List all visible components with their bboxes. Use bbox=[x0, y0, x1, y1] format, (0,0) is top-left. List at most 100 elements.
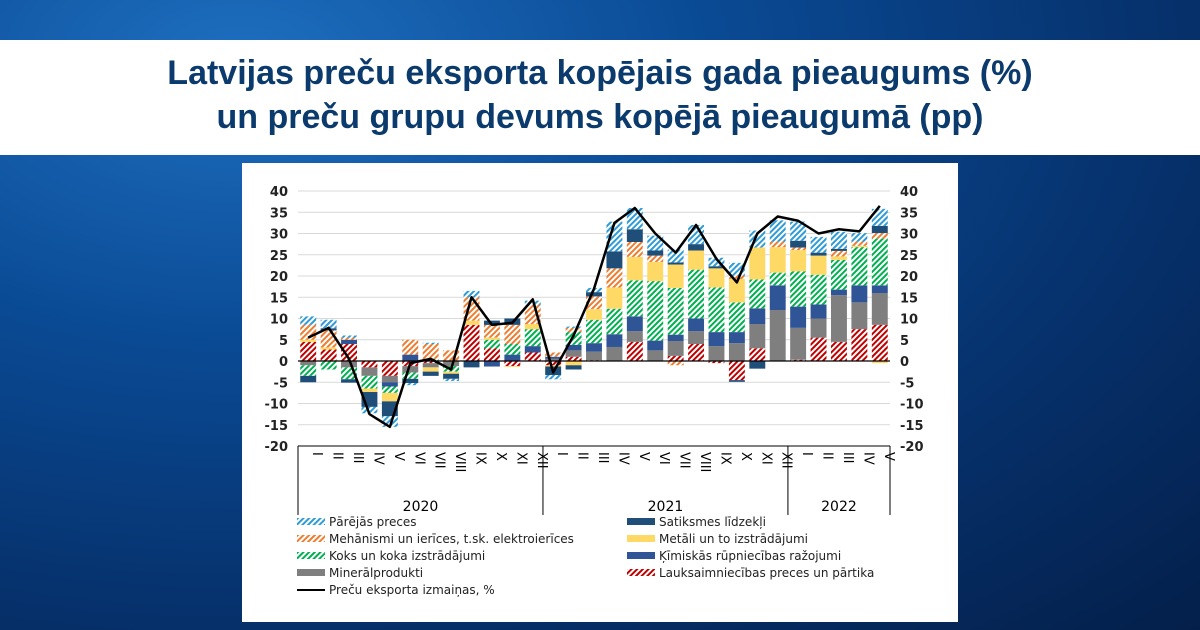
bar-segment bbox=[565, 327, 582, 333]
bar-segment bbox=[810, 252, 827, 256]
y-tick-left: 40 bbox=[270, 185, 288, 200]
bar-segment bbox=[871, 208, 888, 226]
bar-segment bbox=[708, 346, 725, 361]
y-tick-right: -5 bbox=[900, 376, 914, 391]
bar-segment bbox=[790, 327, 807, 360]
legend-swatch bbox=[297, 535, 325, 542]
chart-panel: 40 40 35 35 30 30 25 25 20 20 15 15 10 10 5 5 0 0 -5 -5 -10-… bbox=[242, 163, 958, 622]
x-tick-label: V bbox=[881, 452, 896, 461]
bar-segment bbox=[708, 361, 725, 364]
legend-label: Ķīmiskās rūpniecības ražojumi bbox=[659, 549, 841, 563]
bar-segment bbox=[300, 316, 317, 325]
bar-segment bbox=[647, 255, 664, 262]
bar-segment bbox=[626, 229, 643, 242]
bar-segment bbox=[647, 250, 664, 256]
y-tick-right: 0 bbox=[900, 355, 909, 370]
bar-segment bbox=[810, 337, 827, 361]
bar-segment bbox=[810, 304, 827, 319]
y-tick-left: 35 bbox=[270, 206, 288, 221]
bar-segment bbox=[749, 324, 766, 349]
legend-swatch bbox=[627, 569, 655, 576]
y-tick-left: 5 bbox=[279, 334, 288, 349]
x-tick-label: XI bbox=[513, 452, 528, 465]
bar-segment bbox=[871, 285, 888, 293]
bar-segment bbox=[626, 256, 643, 281]
y-tick-right: 5 bbox=[900, 334, 909, 349]
bar-segment bbox=[831, 248, 847, 251]
bar-segment bbox=[790, 221, 807, 241]
x-tick-label: V bbox=[636, 452, 651, 461]
x-tick-label: I bbox=[799, 452, 814, 456]
bar-segment bbox=[728, 302, 745, 333]
bar-segment bbox=[749, 361, 766, 369]
bar-segment bbox=[851, 329, 868, 361]
y-tick-left: 20 bbox=[270, 270, 288, 285]
bar-segment bbox=[831, 259, 847, 290]
bar-segment bbox=[483, 320, 500, 325]
bar-segment bbox=[586, 351, 602, 361]
x-tick-label: XII bbox=[534, 452, 549, 469]
bar-segment bbox=[504, 324, 521, 344]
bar-segment bbox=[300, 365, 317, 376]
bar-segment bbox=[667, 334, 684, 342]
bar-segment bbox=[504, 344, 521, 355]
x-tick-label: IV bbox=[615, 452, 630, 465]
bar-segment bbox=[871, 233, 888, 239]
x-tick-label: II bbox=[575, 452, 590, 460]
bar-segment bbox=[851, 302, 868, 330]
bar-segment bbox=[586, 343, 602, 352]
y-tick-right: 25 bbox=[900, 249, 918, 264]
x-tick-label: IX bbox=[717, 452, 732, 465]
bar-segment bbox=[769, 247, 786, 273]
bar-segment bbox=[565, 361, 582, 366]
x-tick-label: XI bbox=[758, 452, 773, 465]
y-tick-left: 25 bbox=[270, 249, 288, 264]
bar-segment bbox=[320, 347, 337, 350]
bar-segment bbox=[524, 346, 541, 353]
bar-segment bbox=[667, 355, 684, 361]
bar-segment bbox=[688, 331, 705, 344]
x-tick-label: VI bbox=[411, 452, 426, 465]
legend-label: Pārējās preces bbox=[329, 515, 417, 529]
bar-segment bbox=[606, 221, 623, 252]
bar-segment bbox=[708, 257, 725, 267]
bar-segment bbox=[381, 382, 398, 387]
x-tick-label: I bbox=[554, 452, 569, 456]
bar-segment bbox=[341, 335, 357, 338]
bar-segment bbox=[790, 306, 807, 328]
x-tick-label: I bbox=[309, 452, 324, 456]
bar-segment bbox=[810, 274, 827, 305]
bar-segment bbox=[790, 240, 807, 248]
bar-segment bbox=[728, 332, 745, 344]
bar-segment bbox=[790, 250, 807, 272]
legend-swatch bbox=[297, 518, 325, 525]
bar-segment bbox=[667, 287, 684, 335]
x-tick-label: II bbox=[330, 452, 345, 460]
bar-segment bbox=[708, 266, 725, 269]
bar-segment bbox=[524, 329, 541, 347]
x-tick-label: VIII bbox=[452, 452, 467, 472]
bar-segment bbox=[341, 344, 357, 361]
export-change-line bbox=[307, 205, 881, 429]
x-tick-label: II bbox=[820, 452, 835, 460]
bar-segment bbox=[443, 350, 460, 361]
legend-label: Satiksmes līdzekļi bbox=[659, 515, 766, 529]
x-tick-label: X bbox=[493, 452, 508, 461]
bar-segment bbox=[586, 309, 602, 320]
bar-segment bbox=[545, 356, 562, 359]
bar-segment bbox=[422, 363, 439, 368]
bar-segment bbox=[565, 344, 582, 351]
bar-segment bbox=[688, 269, 705, 319]
bar-segment bbox=[422, 371, 439, 376]
bar-segment bbox=[810, 318, 827, 338]
bar-segment bbox=[463, 290, 480, 298]
title-line-2: un preču grupu devums kopējā pieaugumā (… bbox=[216, 98, 984, 136]
bar-segment bbox=[341, 339, 357, 344]
bar-segment bbox=[483, 361, 500, 367]
bar-segment bbox=[606, 268, 623, 288]
bar-segment bbox=[688, 318, 705, 332]
bar-segment bbox=[524, 352, 541, 361]
bar-segment bbox=[810, 236, 827, 253]
bar-segment bbox=[647, 261, 664, 282]
bar-segment bbox=[381, 416, 398, 427]
